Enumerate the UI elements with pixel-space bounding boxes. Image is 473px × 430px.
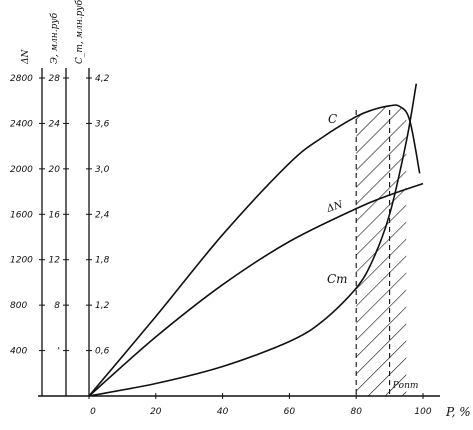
curve-label-delta-n: ΔN [325,199,346,215]
y-tick-label: 400 [10,347,27,357]
x-tick-label: 100 [414,407,431,417]
y-tick-label: 1600 [10,210,33,220]
curve-delta-n [88,182,424,397]
curve-label-ct: Cт [327,272,348,286]
y-tick-label: 2000 [10,165,33,175]
y-tick-label: 0,6 [95,347,110,357]
y-tick-label: 1,8 [95,256,110,266]
hatched-region [356,104,407,396]
y-tick-label: 3,0 [95,165,110,175]
curve-label-c: C [328,112,337,126]
x-tick-label: 40 [217,407,229,417]
y-tick-label: 20 [49,165,61,175]
y-tick-label: 4,2 [95,74,110,84]
y-axis-title: C_т, млн.руб [74,0,85,64]
x-tick-label: 80 [350,407,362,417]
curve-ct [88,83,418,397]
y-axis-title: Э, млн.руб [49,12,60,64]
y-axis-title: ΔN [21,49,31,65]
y-tick-label: 24 [49,119,61,129]
y-tick-label: 8 [54,301,60,311]
x-tick-label: 60 [284,407,296,417]
y-tick-label: 800 [10,301,27,311]
y-tick-label: 12 [49,256,61,266]
curve-c [88,104,421,397]
y-tick-label: 1,2 [95,301,110,311]
x-tick-label: 0 [90,407,96,417]
x-tick-label: 20 [150,407,162,417]
y-tick-label: 2400 [10,119,33,129]
y-tick-label: 1200 [10,256,33,266]
y-tick-label: 16 [49,210,61,220]
p-opt-label: Pопт [392,381,419,391]
y-tick-label: 3,6 [95,119,110,129]
y-tick-label: 2,4 [95,210,110,220]
y-tick-label: ' [58,347,60,357]
y-tick-label: 2800 [10,74,33,84]
x-axis-title: P, % [445,405,471,419]
y-tick-label: 28 [49,74,61,84]
